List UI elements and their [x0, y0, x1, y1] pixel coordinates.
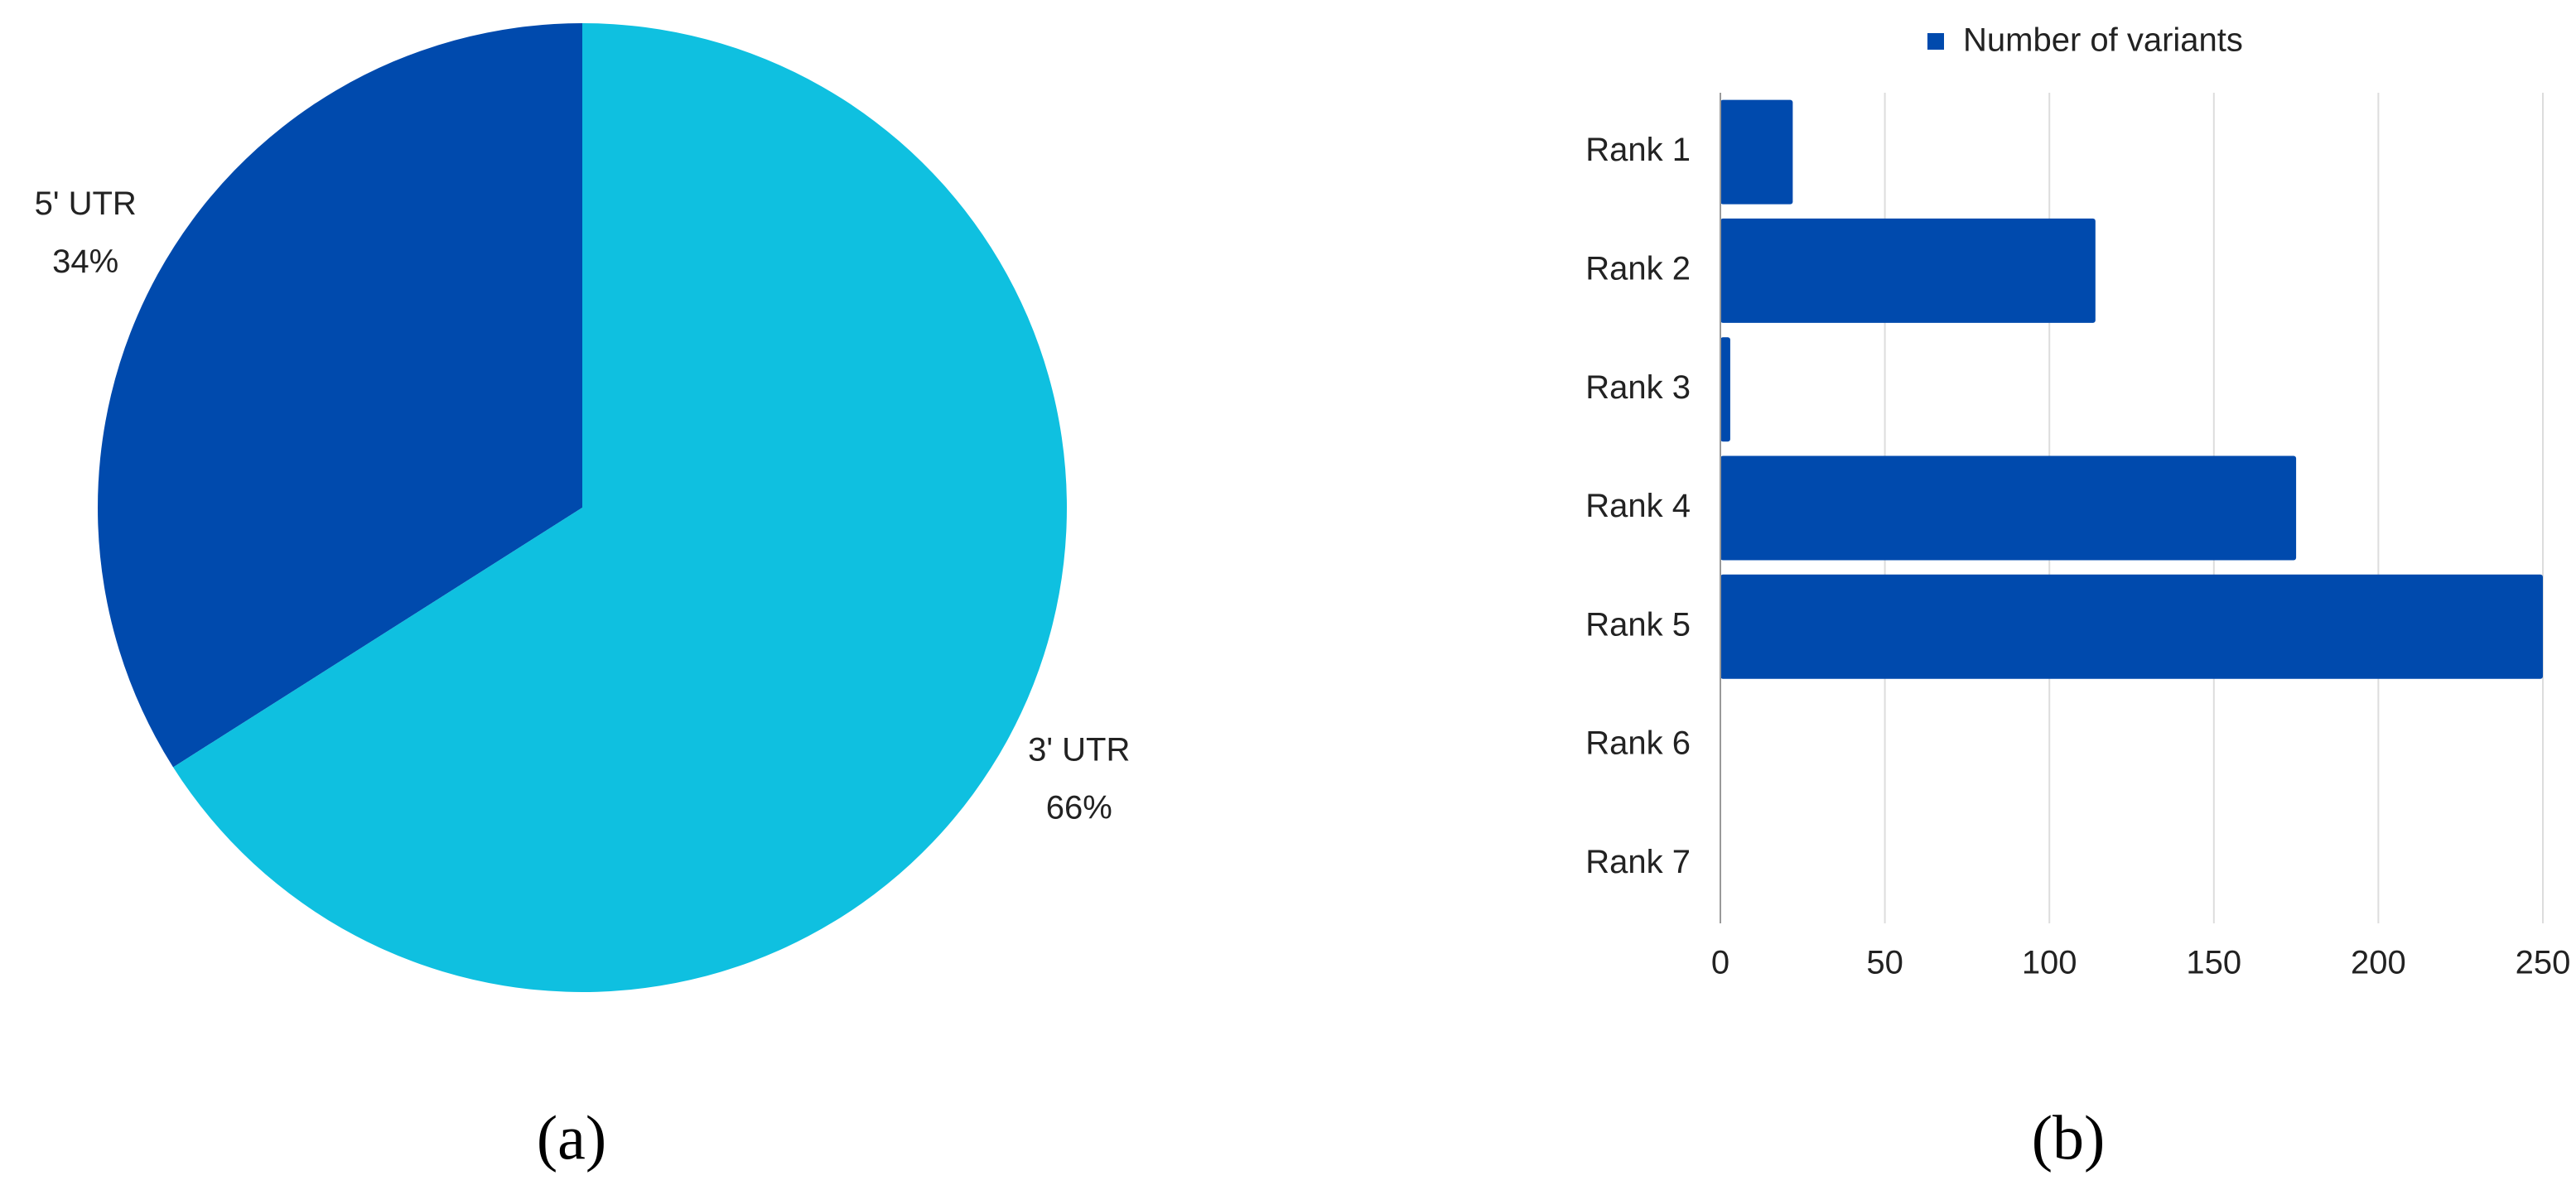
x-tick-label: 100: [2022, 945, 2077, 981]
x-tick-label: 250: [2516, 945, 2571, 981]
slice-value-label: 66%: [1046, 789, 1112, 826]
y-tick-label: Rank 3: [1585, 369, 1691, 406]
y-tick-label: Rank 1: [1585, 132, 1691, 168]
legend-label: Number of variants: [1963, 22, 2243, 59]
panel-label: (b): [2032, 1103, 2106, 1173]
bar: [1720, 337, 1730, 442]
y-tick-label: Rank 7: [1585, 844, 1691, 880]
bar: [1720, 218, 2096, 323]
y-tick-label: Rank 6: [1585, 725, 1691, 762]
x-tick-label: 50: [1866, 945, 1903, 981]
slice-value-label: 34%: [52, 243, 118, 280]
y-tick-label: Rank 4: [1585, 488, 1691, 524]
x-tick-label: 0: [1711, 945, 1729, 981]
y-tick-label: Rank 2: [1585, 250, 1691, 287]
bar: [1720, 99, 1793, 205]
pie-slice: [173, 23, 1068, 992]
legend-swatch: [1927, 33, 1944, 50]
slice-label: 5' UTR: [35, 185, 137, 222]
x-tick-label: 200: [2351, 945, 2406, 981]
y-tick-label: Rank 5: [1585, 606, 1691, 643]
slice-label: 3' UTR: [1028, 731, 1130, 768]
bar: [1720, 574, 2543, 679]
x-tick-label: 150: [2186, 945, 2241, 981]
bar: [1720, 455, 2297, 561]
panel-label: (a): [537, 1103, 606, 1173]
pie-slice: [98, 23, 583, 768]
